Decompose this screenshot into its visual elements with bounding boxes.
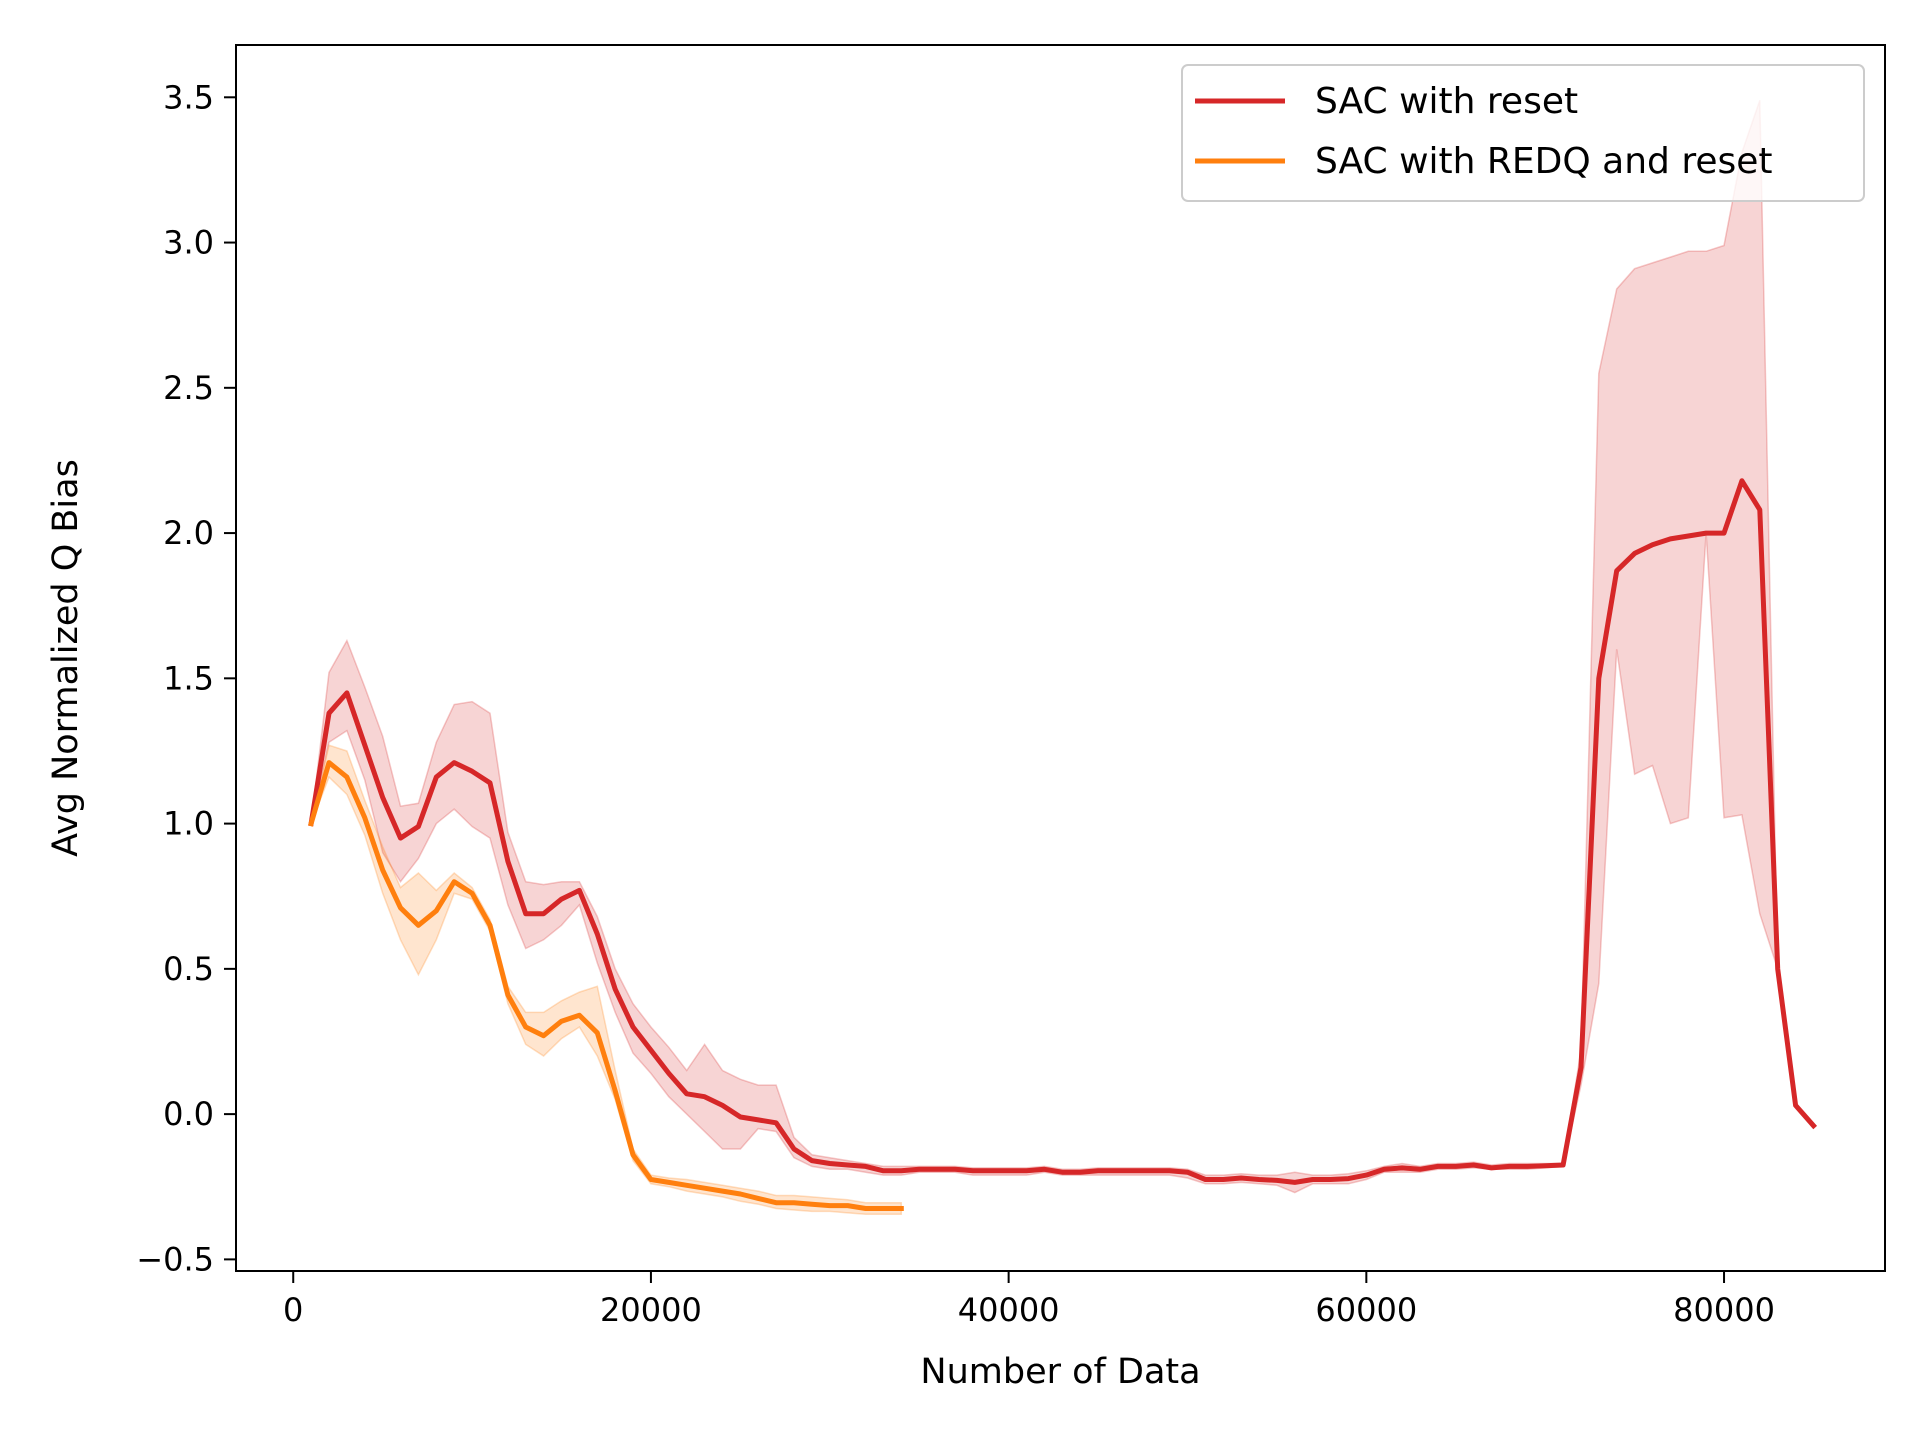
x-axis-label: Number of Data <box>920 1352 1200 1392</box>
x-tick-label: 80000 <box>1673 1291 1775 1329</box>
y-tick-label: 1.5 <box>163 659 214 697</box>
y-tick-label: −0.5 <box>136 1240 214 1278</box>
plot-frame <box>235 44 1886 1272</box>
x-tick-label: 20000 <box>600 1291 702 1329</box>
series-lines <box>307 478 1818 1211</box>
legend-label-sac-with-reset: SAC with reset <box>1315 81 1578 122</box>
x-tick-label: 60000 <box>1315 1291 1417 1329</box>
line-sac-with-redq-and-reset <box>307 760 904 1211</box>
legend: SAC with reset SAC with REDQ and reset <box>1181 64 1865 202</box>
x-tick-label: 0 <box>283 1291 303 1329</box>
x-tick-label: 40000 <box>958 1291 1060 1329</box>
y-tick-label: 3.0 <box>163 224 214 262</box>
y-tick-label: 2.5 <box>163 369 214 407</box>
y-axis-ticks: −0.5 0.0 0.5 1.0 1.5 2.0 2.5 3.0 3.5 <box>136 78 236 1278</box>
x-axis-ticks: 0 20000 40000 60000 80000 <box>283 1271 1775 1329</box>
y-tick-label: 0.0 <box>163 1095 214 1133</box>
y-tick-label: 2.0 <box>163 514 214 552</box>
y-tick-label: 0.5 <box>163 950 214 988</box>
legend-box <box>1181 64 1865 202</box>
y-tick-label: 3.5 <box>163 78 214 116</box>
y-tick-label: 1.0 <box>163 805 214 843</box>
line-sac-with-reset <box>308 478 1818 1185</box>
y-axis-label: Avg Normalized Q Bias <box>46 459 86 857</box>
legend-label-sac-with-redq-and-reset: SAC with REDQ and reset <box>1315 141 1773 182</box>
